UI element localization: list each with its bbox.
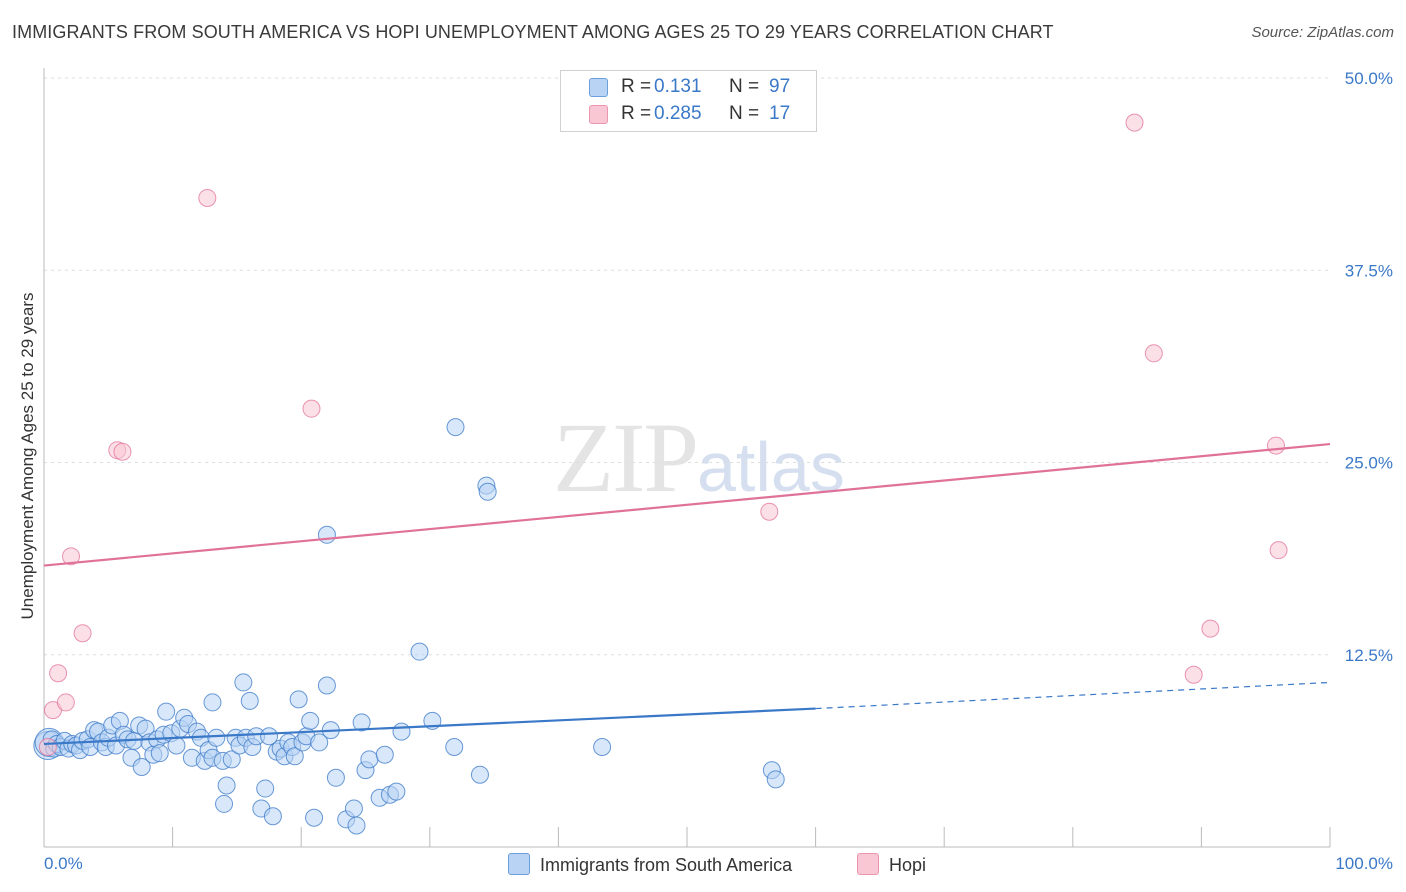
south-america-point	[289, 690, 308, 709]
hopi-point	[1269, 541, 1288, 560]
hopi-point	[73, 624, 92, 643]
south-america-point	[207, 728, 226, 747]
south-america-point	[301, 711, 320, 730]
south-america-legend-swatch	[508, 853, 530, 876]
y-tick-label: 50.0%	[1345, 69, 1393, 88]
south-america-point	[157, 702, 176, 721]
south-america-point	[392, 722, 411, 741]
hopi-point	[1144, 344, 1163, 363]
chart-title: IMMIGRANTS FROM SOUTH AMERICA VS HOPI UN…	[12, 22, 1054, 42]
r-label: R =	[621, 103, 652, 124]
south-america-trendline	[43, 707, 816, 746]
x-tick-label: 100.0%	[1335, 854, 1393, 873]
hopi-point	[56, 693, 75, 712]
stats-row-hopi: R = 0.285 N = 17	[561, 101, 816, 127]
south-america-point	[285, 747, 304, 766]
source-label: Source: ZipAtlas.com	[1251, 24, 1394, 41]
south-america-point	[222, 750, 241, 769]
n-label: N =	[729, 76, 760, 97]
south-america-point	[150, 744, 169, 763]
south-america-point	[234, 673, 253, 692]
south-america-point	[593, 738, 612, 757]
south-america-point	[344, 799, 363, 818]
south-america-point	[375, 745, 394, 764]
legend-label: Immigrants from South America	[540, 855, 793, 875]
south-america-point	[410, 642, 429, 661]
hopi-point	[49, 664, 68, 683]
x-tick-label: 0.0%	[44, 854, 83, 873]
south-america-point	[217, 776, 236, 795]
hopi-point	[1266, 436, 1285, 455]
hopi-point	[1125, 113, 1144, 132]
south-america-point	[305, 808, 324, 827]
south-america-point	[167, 736, 186, 755]
hopi-point	[113, 442, 132, 461]
south-america-trendline-extension	[815, 681, 1331, 710]
south-america-point	[256, 779, 275, 798]
south-america-point	[317, 525, 336, 544]
stats-legend: R = 0.131 N = 97 R = 0.285 N = 17	[560, 70, 817, 132]
south-america-point	[766, 770, 785, 789]
south-america-swatch	[589, 78, 608, 97]
south-america-point	[470, 765, 489, 784]
south-america-point	[360, 750, 379, 769]
south-america-point	[260, 727, 279, 746]
watermark: ZIPatlas	[553, 400, 845, 515]
hopi-point	[1184, 665, 1203, 684]
south-america-point	[445, 738, 464, 757]
y-tick-label: 37.5%	[1345, 261, 1393, 280]
hopi-swatch	[589, 105, 608, 124]
series-legend: Immigrants from South America Hopi	[0, 852, 1406, 878]
legend-label: Hopi	[889, 855, 927, 875]
hopi-point	[760, 502, 779, 521]
south-america-point	[352, 713, 371, 732]
south-america-point	[310, 733, 329, 752]
stats-row-south-america: R = 0.131 N = 97	[561, 74, 816, 100]
south-america-point	[215, 794, 234, 813]
south-america-point	[240, 691, 259, 710]
n-value: 17	[769, 103, 791, 124]
hopi-point	[198, 188, 217, 207]
hopi-point	[38, 738, 57, 757]
watermark-zip: ZIP	[553, 402, 699, 513]
r-value: 0.285	[654, 103, 702, 124]
south-america-point	[387, 782, 406, 801]
south-america-point	[326, 768, 345, 787]
n-label: N =	[729, 103, 760, 124]
south-america-point	[263, 807, 282, 826]
y-axis-label: Unemployment Among Ages 25 to 29 years	[18, 292, 37, 620]
hopi-point	[62, 547, 81, 566]
south-america-point	[478, 482, 497, 501]
hopi-point	[1201, 619, 1220, 638]
south-america-point	[203, 693, 222, 712]
n-value: 97	[769, 76, 791, 97]
south-america-point	[347, 816, 366, 835]
y-tick-label: 12.5%	[1345, 646, 1393, 665]
hopi-trendline	[43, 442, 1331, 567]
south-america-point	[132, 758, 151, 777]
south-america-point	[446, 418, 465, 437]
south-america-point	[317, 676, 336, 695]
legend-item-hopi[interactable]: Hopi	[857, 852, 926, 878]
legend-item-south-america[interactable]: Immigrants from South America	[508, 852, 792, 878]
hopi-point	[302, 399, 321, 418]
r-label: R =	[621, 76, 652, 97]
r-value: 0.131	[654, 76, 702, 97]
hopi-legend-swatch	[857, 853, 879, 876]
y-tick-label: 25.0%	[1345, 454, 1393, 473]
